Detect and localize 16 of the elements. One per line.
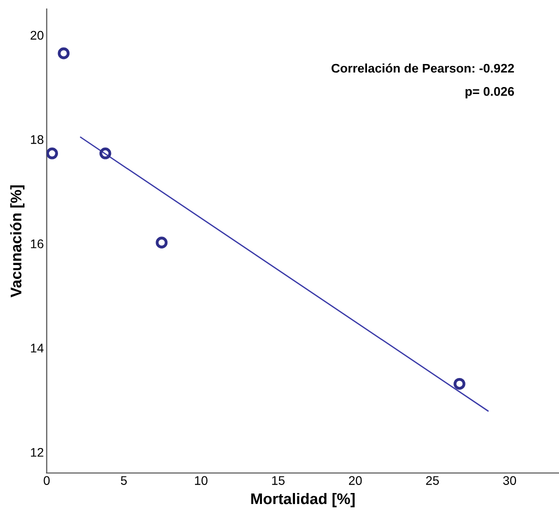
x-tick-label: 0 [44,476,50,485]
y-tick-label: 12 [30,448,44,457]
annotation: p= 0.026 [466,87,514,98]
x-tick-label: 30 [503,476,516,485]
x-tick-label: 15 [272,476,285,485]
y-tick-label: 18 [30,135,44,144]
y-tick-label: 14 [30,344,44,352]
x-tick-label: 10 [195,476,208,485]
y-axis-title: Vacunación [%] [10,185,24,298]
x-tick-label: 20 [348,476,362,485]
x-tick-label: 5 [120,476,127,485]
y-tick-label: 20 [30,30,44,40]
y-tick-label: 16 [30,239,44,248]
annotation: Correlación de Pearson: -0.922 [332,63,514,73]
x-axis-title: Mortalidad [%] [251,492,355,508]
x-tick-label: 25 [426,476,439,485]
